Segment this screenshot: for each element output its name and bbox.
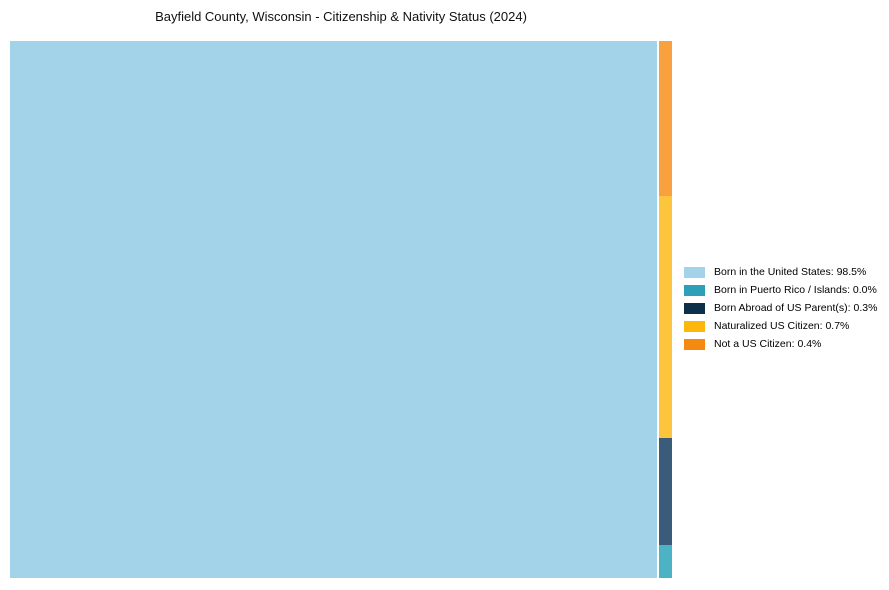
legend-item-born-abroad: Born Abroad of US Parent(s): 0.3% xyxy=(684,303,877,314)
legend-item-puerto-rico: Born in Puerto Rico / Islands: 0.0% xyxy=(684,285,877,296)
treemap-tile-born-abroad-of-us-parents[interactable] xyxy=(659,438,672,546)
legend: Born in the United States: 98.5% Born in… xyxy=(684,267,877,350)
legend-item-label: Born in the United States: 98.5% xyxy=(714,266,867,278)
treemap-tile-not-a-us-citizen[interactable] xyxy=(659,41,672,197)
legend-swatch-icon xyxy=(684,321,705,332)
treemap-tile-born-in-the-united-states[interactable] xyxy=(10,41,657,578)
treemap-tile-naturalized-us-citizen[interactable] xyxy=(659,196,672,439)
legend-swatch-icon xyxy=(684,303,705,314)
treemap-strip xyxy=(659,41,672,578)
legend-item-not-citizen: Not a US Citizen: 0.4% xyxy=(684,339,877,350)
legend-swatch-icon xyxy=(684,339,705,350)
legend-item-label: Naturalized US Citizen: 0.7% xyxy=(714,320,850,332)
legend-swatch-icon xyxy=(684,285,705,296)
legend-item-label: Born in Puerto Rico / Islands: 0.0% xyxy=(714,284,877,296)
legend-item-label: Born Abroad of US Parent(s): 0.3% xyxy=(714,302,878,314)
legend-item-label: Not a US Citizen: 0.4% xyxy=(714,338,822,350)
chart-title: Bayfield County, Wisconsin - Citizenship… xyxy=(155,9,527,24)
legend-swatch-icon xyxy=(684,267,705,278)
legend-item-naturalized: Naturalized US Citizen: 0.7% xyxy=(684,321,877,332)
legend-item-born-in-us: Born in the United States: 98.5% xyxy=(684,267,877,278)
treemap-tile-born-in-puerto-rico-islands[interactable] xyxy=(659,545,672,578)
